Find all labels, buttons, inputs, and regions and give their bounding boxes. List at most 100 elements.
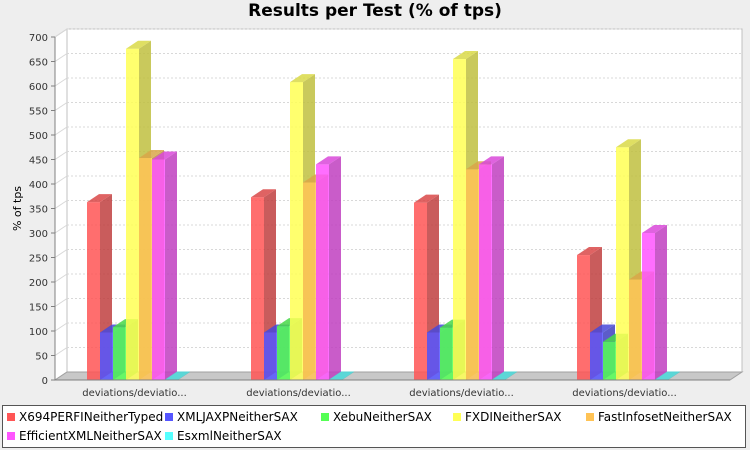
y-tick-label: 50 — [35, 352, 48, 363]
y-tick-label: 500 — [29, 131, 48, 142]
y-tick-label: 300 — [29, 229, 48, 240]
bar-front — [479, 164, 492, 380]
y-tick-label: 0 — [42, 376, 48, 387]
bar — [316, 156, 341, 380]
bar-front — [113, 327, 126, 380]
gridline-wall — [54, 28, 68, 38]
legend-label: EfficientXMLNeitherSAX — [19, 429, 162, 443]
gridline-wall — [54, 322, 68, 332]
legend-label: EsxmlNeitherSAX — [177, 429, 282, 443]
chart-title: Results per Test (% of tps) — [248, 1, 502, 21]
gridline-wall — [54, 53, 68, 62]
y-tick-label: 100 — [29, 327, 48, 338]
bar-side — [492, 156, 504, 380]
bar-top — [453, 51, 478, 60]
bar-front — [603, 341, 616, 380]
bar-top — [642, 225, 667, 233]
bar-front — [290, 82, 303, 380]
legend-swatch — [586, 412, 594, 421]
y-tick-label: 350 — [29, 205, 48, 216]
bar-front — [303, 182, 316, 380]
bar-top — [492, 371, 517, 380]
bar-front — [590, 332, 603, 380]
bar-side — [668, 371, 680, 380]
legend-item: EsxmlNeitherSAX — [165, 428, 282, 444]
gridline-wall — [54, 175, 68, 185]
bar-side — [505, 371, 517, 380]
y-tick-label: 650 — [29, 58, 48, 69]
gridline-wall — [54, 77, 68, 87]
legend-item: XMLJAXPNeitherSAX — [165, 409, 298, 425]
gridline-wall — [54, 126, 68, 136]
y-tick-label: 700 — [29, 33, 48, 44]
category-label: deviations/deviatio... — [572, 388, 677, 399]
y-tick-label: 250 — [29, 254, 48, 265]
legend-label: FastInfosetNeitherSAX — [598, 410, 732, 424]
y-tick-label: 600 — [29, 82, 48, 93]
bar-front — [440, 327, 453, 380]
legend-swatch — [453, 412, 461, 421]
category-label: deviations/deviatio... — [246, 388, 351, 399]
axes: 0 50 100 150 200 250 300 350 400 450 500 550 600 650 7… — [11, 33, 730, 399]
y-tick-label: 550 — [29, 107, 48, 118]
y-tick-label: 450 — [29, 156, 48, 167]
bar-top — [126, 40, 151, 49]
legend-swatch — [165, 412, 173, 421]
bar-top — [251, 189, 276, 198]
category-label: deviations/deviatio... — [409, 388, 514, 399]
legend-item: FXDINeitherSAX — [453, 409, 562, 425]
gridline-wall — [54, 298, 68, 307]
legend-swatch — [7, 412, 15, 421]
bar-top — [316, 156, 341, 165]
bar-top — [414, 194, 439, 203]
bar-top — [329, 371, 354, 380]
legend-label: FXDINeitherSAX — [465, 410, 562, 424]
legend-item: X694PERFINeitherTyped — [7, 409, 163, 425]
bar-top — [655, 371, 680, 380]
bar-top — [139, 150, 164, 159]
gridline-wall — [54, 249, 68, 258]
bar-front — [87, 202, 100, 380]
legend-swatch — [165, 431, 173, 440]
gridline-wall — [54, 151, 68, 160]
legend: X694PERFINeitherTyped XMLJAXPNeitherSAX Xe… — [2, 405, 746, 448]
gridline-wall — [54, 273, 68, 283]
bar-chart-3d: 0 50 100 150 200 250 300 350 400 450 500 550 600 650 7… — [11, 28, 744, 399]
bar-front — [466, 169, 479, 380]
bar-side — [329, 156, 341, 380]
bar — [479, 156, 504, 380]
bar-top — [290, 74, 315, 83]
bar-front — [100, 332, 113, 380]
bar-front — [316, 164, 329, 380]
bar-top — [590, 324, 615, 333]
y-tick-label: 200 — [29, 278, 48, 289]
bar — [152, 151, 177, 380]
bar-front — [427, 332, 440, 380]
bar-top — [165, 371, 190, 380]
bar-front — [264, 332, 277, 380]
y-axis-label: % of tps — [11, 186, 24, 231]
legend-item: EfficientXMLNeitherSAX — [7, 428, 162, 444]
bar-side — [342, 371, 354, 380]
bar-side — [178, 371, 190, 380]
y-tick-label: 400 — [29, 180, 48, 191]
category-label: deviations/deviatio... — [82, 388, 187, 399]
gridline-wall — [54, 102, 68, 111]
legend-label: XMLJAXPNeitherSAX — [177, 410, 298, 424]
bar-side — [655, 225, 667, 380]
gridline-wall — [54, 347, 68, 356]
bar-front — [251, 197, 264, 380]
legend-swatch — [7, 431, 15, 440]
bar-top — [87, 194, 112, 203]
bar-front — [453, 59, 466, 381]
legend-item: XebuNeitherSAX — [321, 409, 432, 425]
bar-top — [616, 139, 641, 148]
bar-front — [139, 158, 152, 380]
bars — [87, 40, 680, 381]
bar-top — [577, 247, 602, 256]
legend-label: XebuNeitherSAX — [333, 410, 432, 424]
bar — [642, 225, 667, 380]
y-tick-label: 150 — [29, 303, 48, 314]
legend-label: X694PERFINeitherTyped — [19, 410, 164, 424]
